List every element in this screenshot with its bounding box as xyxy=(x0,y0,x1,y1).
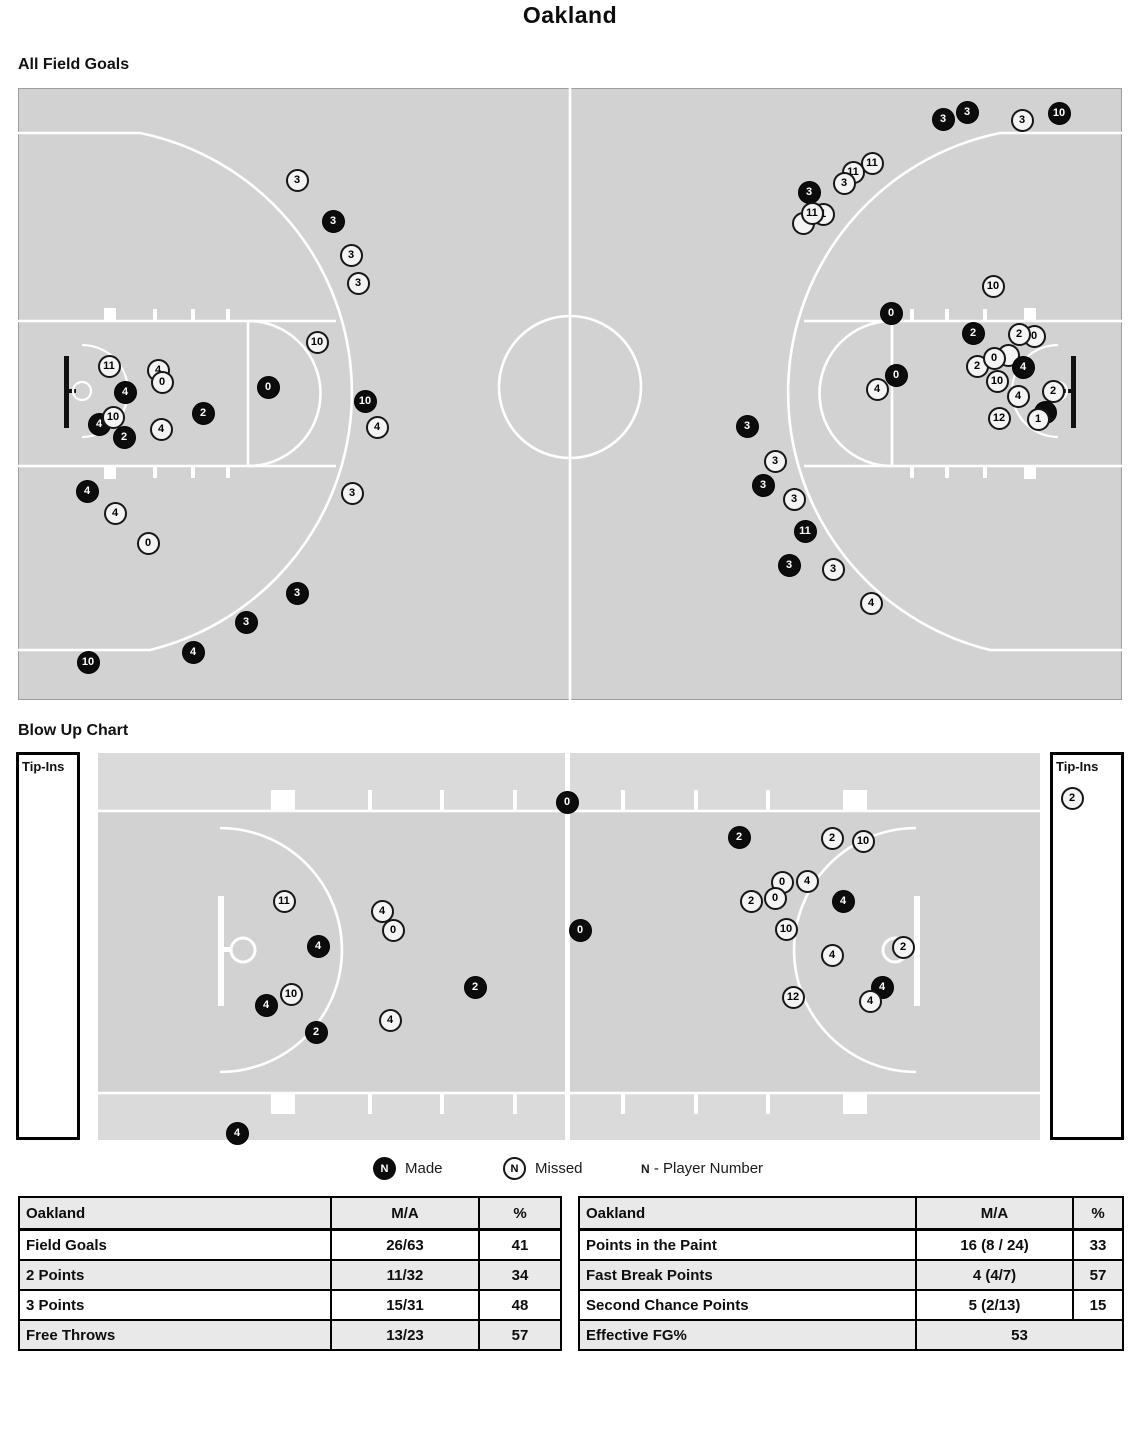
blow-up-left-backboard xyxy=(218,896,224,1006)
stat-value-cell: 5 (2/13) xyxy=(915,1289,1074,1321)
stat-value-cell: 13/23 xyxy=(330,1319,480,1351)
blow-up-right-backboard xyxy=(914,896,920,1006)
tip-ins-label-left: Tip-Ins xyxy=(22,759,65,774)
full-court-diagram xyxy=(18,88,1122,700)
stat-label-cell: Field Goals xyxy=(18,1228,332,1261)
table-row: 3 Points 15/31 48 xyxy=(18,1289,562,1321)
stat-label-cell: Free Throws xyxy=(18,1319,332,1351)
table-row: Effective FG% 53 xyxy=(578,1319,1124,1351)
stat-value-cell: 16 (8 / 24) xyxy=(915,1228,1074,1261)
table-header-cell: M/A xyxy=(915,1196,1074,1231)
table-row: Points in the Paint 16 (8 / 24) 33 xyxy=(578,1228,1124,1261)
center-court-lines xyxy=(497,88,643,700)
table-header-row: Oakland M/A% xyxy=(18,1196,562,1231)
stat-value-cell: 53 xyxy=(915,1319,1124,1351)
stat-value-cell: 15/31 xyxy=(330,1289,480,1321)
stat-label-cell: 3 Points xyxy=(18,1289,332,1321)
stat-value-cell: 15 xyxy=(1072,1289,1124,1321)
stat-value-cell: 4 (4/7) xyxy=(915,1259,1074,1291)
table-row: Free Throws 13/23 57 xyxy=(18,1319,562,1351)
stat-value-cell: 57 xyxy=(1072,1259,1124,1291)
table-header-cell: Oakland xyxy=(578,1196,917,1231)
table-header-cell: M/A xyxy=(330,1196,480,1231)
blow-up-left-rim xyxy=(229,936,257,964)
legend-note-n: N xyxy=(641,1161,650,1176)
right-backboard xyxy=(1071,356,1076,428)
stat-value-cell: 41 xyxy=(478,1228,562,1261)
stat-value-cell: 57 xyxy=(478,1319,562,1351)
blow-up-left-panel xyxy=(98,753,565,1140)
legend-missed-label: Missed xyxy=(535,1160,583,1177)
blow-up-right-panel xyxy=(570,753,1040,1140)
shooting-stats-table: Oakland M/A% Field Goals 26/63 41 2 Points 11… xyxy=(18,1196,562,1351)
legend-missed: N Missed xyxy=(503,1157,583,1180)
stat-value-cell: 33 xyxy=(1072,1228,1124,1261)
advanced-stats-table: Oakland M/A% Points in the Paint 16 (8 / 2… xyxy=(578,1196,1124,1351)
table-row: 2 Points 11/32 34 xyxy=(18,1259,562,1291)
blow-up-chart-diagram xyxy=(98,753,1040,1140)
tip-ins-box-right: Tip-Ins xyxy=(1050,752,1124,1140)
left-rim xyxy=(71,380,93,402)
legend-player-number-note: N - Player Number xyxy=(641,1160,763,1177)
stat-label-cell: Fast Break Points xyxy=(578,1259,917,1291)
left-backboard xyxy=(64,356,69,428)
table-header-row: Oakland M/A% xyxy=(578,1196,1124,1231)
table-header-cell: % xyxy=(1072,1196,1124,1231)
section-label-blow-up-chart: Blow Up Chart xyxy=(18,722,129,739)
right-half-court-lines xyxy=(786,131,1122,652)
stat-value-cell: 26/63 xyxy=(330,1228,480,1261)
legend-made: N Made xyxy=(373,1157,443,1180)
missed-shot-icon: N xyxy=(503,1157,526,1180)
made-shot-icon: N xyxy=(373,1157,396,1180)
stat-label-cell: Points in the Paint xyxy=(578,1228,917,1261)
table-row: Second Chance Points 5 (2/13) 15 xyxy=(578,1289,1124,1321)
table-header-cell: Oakland xyxy=(18,1196,332,1231)
table-row: Field Goals 26/63 41 xyxy=(18,1228,562,1261)
stat-value-cell: 34 xyxy=(478,1259,562,1291)
table-row: Fast Break Points 4 (4/7) 57 xyxy=(578,1259,1124,1291)
stat-label-cell: Second Chance Points xyxy=(578,1289,917,1321)
tip-ins-box-left: Tip-Ins xyxy=(16,752,80,1140)
tip-ins-label-right: Tip-Ins xyxy=(1056,759,1099,774)
page-title: Oakland xyxy=(522,2,618,28)
stat-label-cell: Effective FG% xyxy=(578,1319,917,1351)
stat-label-cell: 2 Points xyxy=(18,1259,332,1291)
legend-note-text: - Player Number xyxy=(649,1160,764,1177)
stat-value-cell: 11/32 xyxy=(330,1259,480,1291)
table-header-cell: % xyxy=(478,1196,562,1231)
stat-value-cell: 48 xyxy=(478,1289,562,1321)
legend-made-label: Made xyxy=(405,1160,443,1177)
section-label-all-field-goals: All Field Goals xyxy=(18,56,130,73)
